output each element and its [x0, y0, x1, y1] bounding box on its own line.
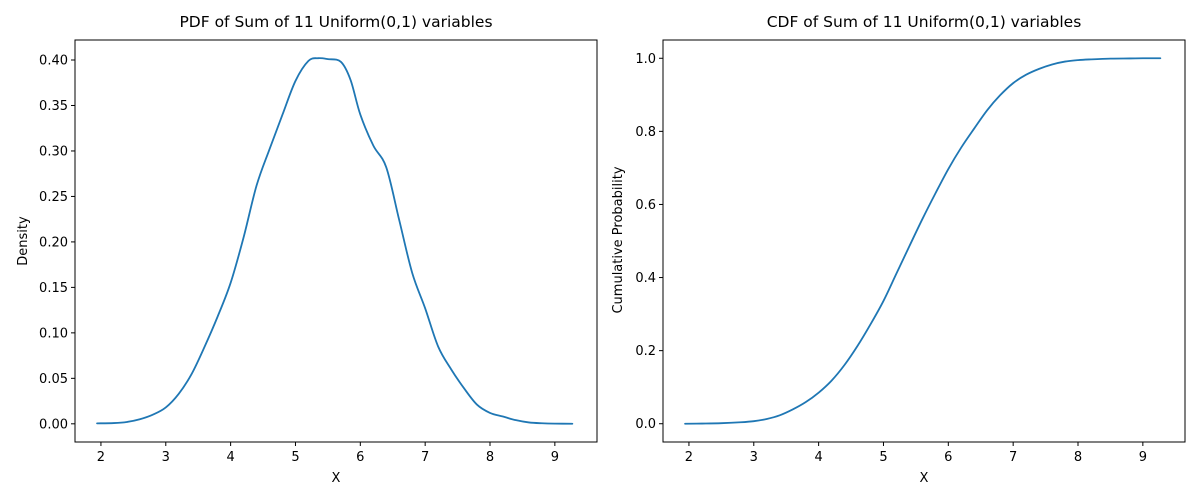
- cdf-xtick-label: 8: [1074, 450, 1082, 465]
- cdf-ytick-label: 0.0: [635, 417, 656, 432]
- cdf-ytick-label: 0.2: [635, 344, 656, 359]
- pdf-title: PDF of Sum of 11 Uniform(0,1) variables: [179, 13, 492, 31]
- pdf-axes-frame: [74, 39, 598, 443]
- cdf-axes-frame: [662, 39, 1186, 443]
- pdf-ytick-label: 0.30: [39, 144, 68, 159]
- pdf-ytick-label: 0.35: [39, 99, 68, 114]
- pdf-xtick-label: 6: [356, 450, 364, 465]
- pdf-ylabel: Density: [16, 216, 31, 266]
- pdf-xtick-label: 9: [551, 450, 559, 465]
- cdf-panel: CDF of Sum of 11 Uniform(0,1) variables …: [611, 13, 1186, 486]
- pdf-ytick-label: 0.00: [39, 417, 68, 432]
- cdf-xtick-label: 4: [814, 450, 822, 465]
- pdf-ytick-label: 0.40: [39, 54, 68, 69]
- cdf-xtick-label: 2: [685, 450, 693, 465]
- pdf-xlabel: X: [332, 471, 341, 486]
- cdf-ytick-label: 0.8: [635, 125, 656, 140]
- cdf-xtick-label: 6: [944, 450, 952, 465]
- cdf-xtick-label: 9: [1139, 450, 1147, 465]
- cdf-ytick-label: 1.0: [635, 52, 656, 67]
- pdf-ytick-label: 0.25: [39, 190, 68, 205]
- pdf-line: [96, 57, 574, 425]
- cdf-xtick-label: 7: [1009, 450, 1017, 465]
- pdf-ytick-label: 0.20: [39, 235, 68, 250]
- cdf-ylabel: Cumulative Probability: [611, 166, 626, 313]
- pdf-ytick-label: 0.15: [39, 281, 68, 296]
- pdf-xtick-label: 5: [291, 450, 299, 465]
- pdf-panel: PDF of Sum of 11 Uniform(0,1) variables …: [16, 13, 598, 486]
- pdf-ytick-label: 0.05: [39, 372, 68, 387]
- pdf-xtick-label: 2: [97, 450, 105, 465]
- pdf-xtick-label: 4: [226, 450, 234, 465]
- pdf-xtick-label: 7: [421, 450, 429, 465]
- cdf-ytick-label: 0.6: [635, 198, 656, 213]
- pdf-xtick-label: 8: [486, 450, 494, 465]
- pdf-ticks: 2 3 4 5 6 7 8 9 0.00 0.05 0.10 0.15 0.20 0.25 0.30 0.35…: [39, 54, 559, 465]
- cdf-ytick-label: 0.4: [635, 271, 656, 286]
- cdf-line: [684, 57, 1162, 425]
- pdf-xtick-label: 3: [162, 450, 170, 465]
- cdf-xtick-label: 5: [879, 450, 887, 465]
- cdf-xtick-label: 3: [750, 450, 758, 465]
- cdf-ticks: 2 3 4 5 6 7 8 9 0.0 0.2 0.4 0.6 0.8 1.0: [635, 52, 1147, 465]
- cdf-title: CDF of Sum of 11 Uniform(0,1) variables: [767, 13, 1082, 31]
- pdf-ytick-label: 0.10: [39, 326, 68, 341]
- cdf-xlabel: X: [920, 471, 929, 486]
